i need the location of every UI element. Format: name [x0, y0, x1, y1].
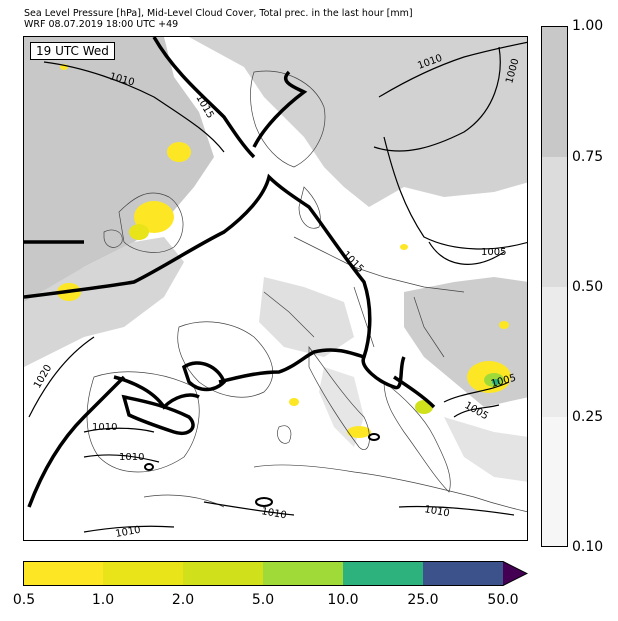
isobar-label: 1020 [32, 363, 54, 391]
weather-map: 1010 1015 1010 1000 1005 1015 1020 1010 … [23, 36, 528, 541]
precip-tick: 1.0 [91, 592, 115, 608]
cloud-cover-tick: 0.10 [572, 539, 604, 555]
isobar-label: 1005 [481, 247, 506, 258]
precip-tick: 5.0 [251, 592, 275, 608]
precip-tick: 50.0 [487, 592, 519, 608]
map-canvas: 1010 1015 1010 1000 1005 1015 1020 1010 … [24, 37, 527, 540]
precip-tick: 2.0 [171, 592, 195, 608]
precip-tick: 0.5 [12, 592, 36, 608]
coastlines [86, 70, 527, 512]
isobar-label: 1010 [260, 506, 287, 521]
isobar-small-lows [144, 433, 380, 507]
cloud-cover-tick: 1.00 [572, 18, 604, 34]
precipitation-colorbar [23, 561, 528, 586]
precip-tick: 10.0 [327, 592, 359, 608]
cloud-cover-band-top [542, 27, 567, 157]
precip-band [343, 561, 423, 586]
isobar-label: 1010 [119, 452, 144, 463]
precip-colorbar-outline [23, 561, 528, 586]
precip-band [183, 561, 263, 586]
isobar-label: 1010 [92, 422, 117, 433]
cloud-cover-tick: 0.75 [572, 149, 604, 165]
isobar-label: 1010 [115, 525, 142, 540]
model-run-label: WRF 08.07.2019 18:00 UTC +49 [24, 19, 179, 30]
cloud-cover-band-upper [542, 157, 567, 287]
isobar-1015-thick [24, 37, 436, 508]
isobars [28, 41, 527, 533]
precip-band [23, 561, 103, 586]
precip-band-extend-arrow [503, 561, 527, 586]
precip-band [423, 561, 503, 586]
precip-band [103, 561, 183, 586]
chart-title: Sea Level Pressure [hPa], Mid-Level Clou… [24, 8, 413, 19]
cloud-cover-band-lower [542, 287, 567, 417]
cloud-cover-colorbar [541, 26, 568, 547]
precip-tick: 25.0 [407, 592, 439, 608]
valid-time-badge: 19 UTC Wed [30, 42, 115, 60]
cloud-cover-tick: 0.25 [572, 409, 604, 425]
cloud-cover-tick: 0.50 [572, 279, 604, 295]
cloud-cover-band-bottom [542, 417, 567, 546]
precip-band [263, 561, 343, 586]
cloud-cover-layer [24, 37, 527, 482]
isobar-label: 1010 [423, 504, 450, 519]
